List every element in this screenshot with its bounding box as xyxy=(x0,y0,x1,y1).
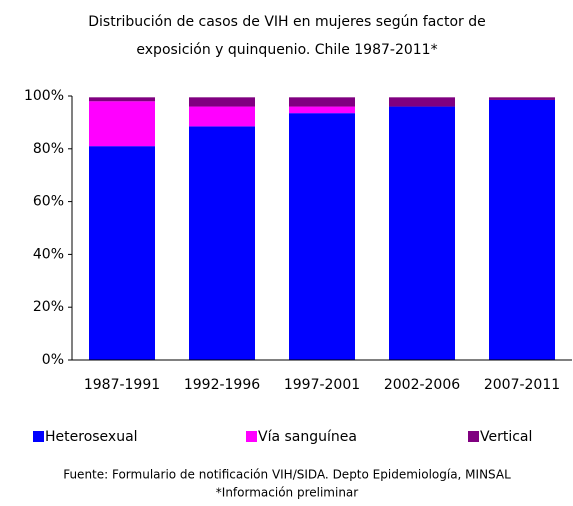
chart-title: exposición y quinquenio. Chile 1987-2011… xyxy=(136,42,437,58)
x-tick-label: 2007-2011 xyxy=(484,377,560,393)
bar-segment xyxy=(89,101,155,147)
x-tick-label: 1987-1991 xyxy=(84,377,160,393)
bar-segment xyxy=(289,97,355,107)
source: Fuente: Formulario de notificación VIH/S… xyxy=(63,468,511,482)
y-tick-label: 80% xyxy=(33,141,64,157)
bar-segment xyxy=(489,97,555,100)
bar-segment xyxy=(189,97,255,107)
legend-label: Heterosexual xyxy=(45,429,138,445)
legend-swatch xyxy=(246,431,257,442)
x-tick-label: 1997-2001 xyxy=(284,377,360,393)
bar-segment xyxy=(189,106,255,127)
y-tick-label: 40% xyxy=(33,246,64,262)
bar-segment xyxy=(389,97,455,107)
bar-segment xyxy=(289,106,355,114)
legend-label: Vía sanguínea xyxy=(258,429,357,445)
y-tick-label: 0% xyxy=(42,352,64,368)
bar-segment xyxy=(89,146,155,360)
bar-segment xyxy=(289,113,355,360)
bar-segment xyxy=(389,106,455,360)
note: *Información preliminar xyxy=(216,486,358,500)
x-tick-label: 1992-1996 xyxy=(184,377,260,393)
y-tick-label: 20% xyxy=(33,299,64,315)
legend-label: Vertical xyxy=(480,429,532,445)
bar-segment xyxy=(489,99,555,361)
chart-title: Distribución de casos de VIH en mujeres … xyxy=(88,14,486,30)
bar-segment xyxy=(89,97,155,102)
y-tick-label: 60% xyxy=(33,194,64,210)
legend-swatch xyxy=(468,431,479,442)
y-tick-label: 100% xyxy=(24,88,64,104)
x-tick-label: 2002-2006 xyxy=(384,377,460,393)
bar-segment xyxy=(189,126,255,360)
legend-swatch xyxy=(33,431,44,442)
